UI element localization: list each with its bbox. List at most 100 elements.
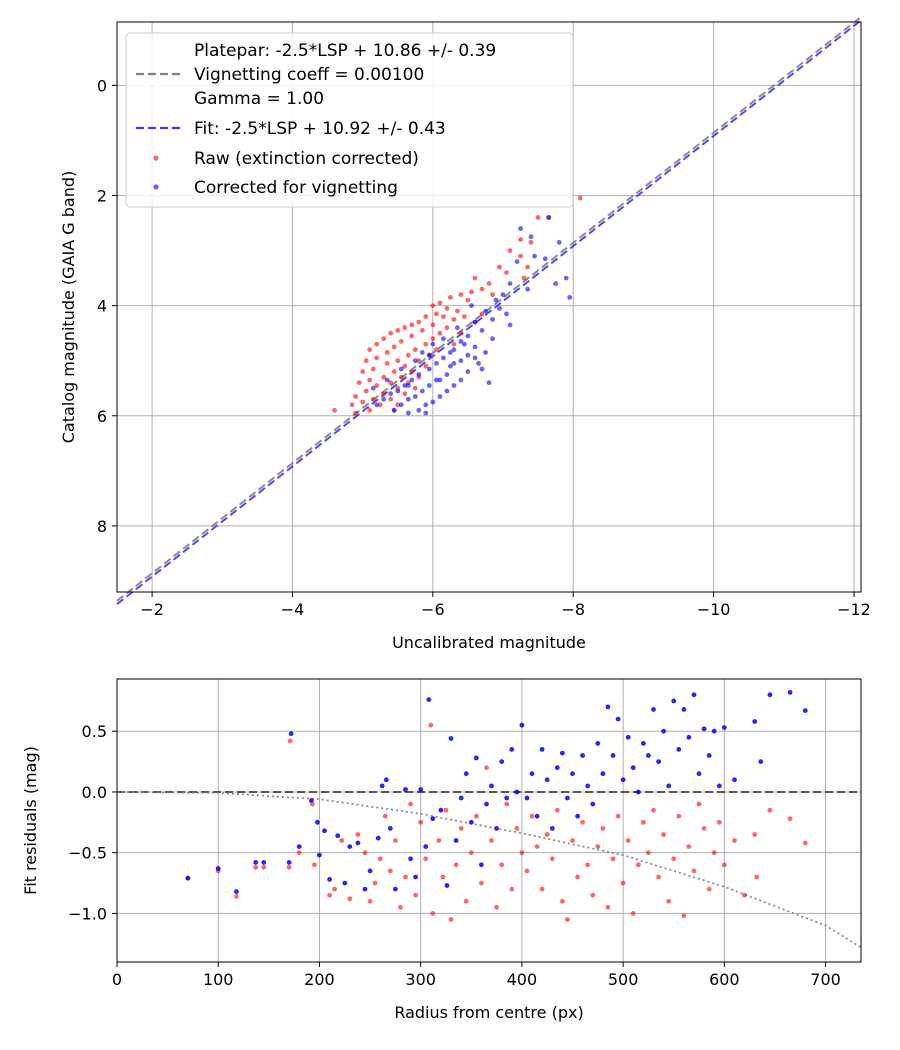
top-y-tick-label: 2 — [97, 186, 107, 205]
top-data-point — [535, 215, 541, 220]
top-data-point — [416, 407, 422, 413]
bot-data-point — [701, 826, 707, 831]
top-data-point — [409, 377, 415, 383]
top-data-point — [455, 325, 460, 331]
top-data-point — [518, 226, 523, 231]
top-data-point — [395, 402, 401, 408]
top-chart: −2 −4 −6 −8 −10 −12 0 2 4 6 8 Uncalibrated magnit… — [59, 16, 871, 652]
bot-data-point — [605, 904, 611, 910]
top-data-point — [412, 394, 418, 399]
top-data-point — [504, 311, 509, 317]
bot-data-point — [377, 856, 383, 862]
top-y-tick-label: 4 — [97, 297, 107, 316]
top-data-point — [532, 253, 537, 259]
legend-raw-label: Raw (extinction corrected) — [194, 149, 419, 169]
top-data-point — [419, 350, 425, 355]
top-data-point — [455, 308, 460, 314]
top-data-point — [409, 333, 415, 339]
bot-data-point — [448, 736, 454, 741]
top-data-point — [525, 286, 530, 292]
bot-data-point — [575, 813, 580, 819]
bot-data-point — [625, 838, 631, 843]
bot-data-point — [696, 771, 702, 777]
bot-data-point — [489, 783, 494, 789]
bot-data-point — [610, 856, 616, 862]
bottom-x-ticks: 0 100 200 300 400 500 600 700 — [112, 962, 841, 989]
bottom-x-axis-label: Radius from centre (px) — [394, 1003, 583, 1022]
bot-data-point — [398, 904, 403, 910]
top-data-point — [370, 396, 376, 402]
top-data-point — [434, 311, 439, 317]
legend: Platepar: -2.5*LSP + 10.86 +/- 0.39 Vign… — [125, 32, 574, 208]
bot-data-point — [234, 894, 239, 899]
bot-data-point — [716, 783, 722, 789]
top-data-point — [497, 264, 502, 270]
top-data-point — [458, 292, 464, 297]
top-data-point — [402, 383, 408, 388]
top-x-tick-label: −12 — [837, 600, 871, 619]
top-data-point — [374, 402, 380, 408]
bot-data-point — [309, 798, 314, 803]
bot-data-point — [362, 850, 368, 856]
bot-data-point — [754, 874, 760, 880]
bot-data-point — [504, 801, 510, 807]
bot-data-point — [436, 838, 442, 843]
bot-data-point — [479, 880, 484, 886]
top-data-point — [388, 391, 394, 397]
bot-data-point — [802, 840, 808, 846]
top-data-point — [419, 388, 425, 394]
top-data-point — [360, 369, 366, 375]
top-data-point — [423, 402, 429, 408]
bot-data-point — [375, 835, 381, 841]
bot-x-tick-label: 500 — [608, 970, 639, 989]
bottom-y-axis-label: Fit residuals (mag) — [21, 746, 40, 895]
top-data-point — [384, 377, 390, 383]
bot-data-point — [339, 838, 345, 843]
top-data-point — [381, 374, 387, 380]
bot-data-point — [646, 753, 651, 758]
top-data-point — [483, 350, 488, 355]
bot-data-point — [802, 708, 808, 713]
bot-data-point — [666, 783, 672, 789]
top-data-point — [553, 281, 559, 286]
bot-data-point — [253, 860, 259, 865]
bot-data-point — [711, 850, 717, 856]
top-data-point — [546, 215, 552, 220]
top-data-point — [451, 317, 457, 322]
bot-data-point — [691, 692, 697, 698]
bot-data-point — [327, 877, 332, 882]
bot-data-point — [458, 795, 464, 801]
top-data-point — [423, 314, 429, 319]
top-data-point — [525, 264, 530, 270]
bot-data-point — [767, 807, 773, 813]
bot-data-point — [310, 801, 315, 807]
bot-data-point — [468, 850, 474, 856]
top-data-point — [412, 347, 418, 353]
bot-data-point — [426, 697, 432, 702]
top-data-point — [398, 366, 404, 372]
bot-data-point — [701, 726, 707, 732]
top-data-point — [567, 295, 573, 300]
bot-data-point — [630, 911, 636, 916]
top-data-point — [465, 297, 471, 303]
top-data-point — [384, 361, 390, 366]
bot-data-point — [418, 819, 424, 825]
top-plot-frame — [116, 21, 862, 593]
bot-data-point — [615, 813, 621, 819]
top-data-point — [507, 322, 513, 328]
top-data-point — [398, 374, 404, 380]
bot-data-point — [355, 840, 361, 846]
bot-data-point — [347, 896, 353, 902]
bot-data-point — [514, 826, 520, 831]
legend-box — [125, 32, 574, 208]
top-data-point — [374, 383, 380, 388]
top-line-1 — [116, 19, 862, 605]
bot-data-point — [430, 816, 436, 822]
bot-data-point — [372, 880, 378, 886]
bot-data-point — [382, 813, 388, 819]
bot-data-point — [484, 765, 489, 771]
top-data-point — [367, 377, 373, 383]
bot-data-point — [635, 862, 641, 868]
bot-data-point — [752, 719, 758, 724]
top-data-point — [370, 366, 376, 372]
